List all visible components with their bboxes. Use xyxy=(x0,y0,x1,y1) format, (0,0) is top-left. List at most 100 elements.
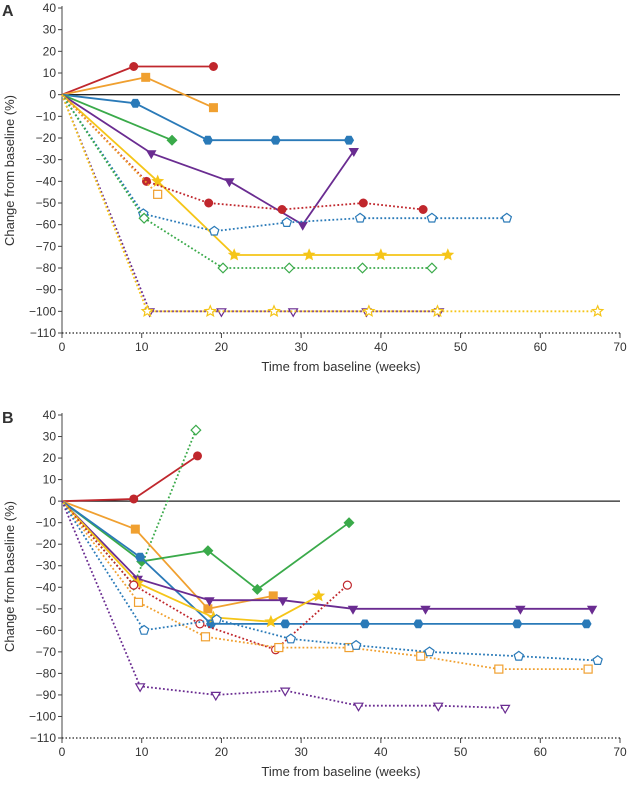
y-tick-label: 40 xyxy=(43,1,57,15)
y-tick-label: −40 xyxy=(36,174,57,188)
y-tick-label: −20 xyxy=(36,131,57,145)
series-B11 xyxy=(61,500,511,715)
y-tick-label: 0 xyxy=(49,494,56,508)
data-point xyxy=(130,524,140,534)
series-A6 xyxy=(61,94,455,261)
series-line xyxy=(61,500,587,625)
data-point xyxy=(441,248,455,261)
x-tick-label: 10 xyxy=(135,340,149,354)
y-tick-label: −90 xyxy=(36,688,57,702)
series-B5 xyxy=(61,500,592,629)
data-point xyxy=(202,135,213,145)
y-tick-label: −110 xyxy=(30,326,56,340)
y-axis-label: Change from baseline (%) xyxy=(2,95,17,246)
data-point xyxy=(195,619,205,629)
y-tick-label: −80 xyxy=(36,261,57,275)
x-tick-label: 60 xyxy=(534,340,548,354)
series-A5 xyxy=(61,93,359,231)
data-point xyxy=(583,664,593,674)
series-B2 xyxy=(61,424,202,591)
data-point xyxy=(270,135,281,145)
series-A4 xyxy=(61,93,178,146)
x-tick-label: 60 xyxy=(534,745,548,759)
data-point xyxy=(135,552,146,562)
x-tick-label: 30 xyxy=(294,340,308,354)
data-point xyxy=(430,304,445,318)
data-point xyxy=(138,624,150,635)
y-tick-label: −30 xyxy=(36,559,57,573)
data-point xyxy=(374,248,388,261)
series-A7 xyxy=(61,94,428,214)
data-point xyxy=(283,262,295,274)
data-point xyxy=(141,72,151,82)
data-point xyxy=(285,633,297,644)
y-tick-label: −110 xyxy=(30,731,56,745)
y-tick-label: −70 xyxy=(36,645,57,659)
data-point xyxy=(420,605,431,615)
series-line xyxy=(61,500,274,610)
data-point xyxy=(432,702,444,712)
series-line xyxy=(61,500,593,610)
data-point xyxy=(426,262,438,274)
data-point xyxy=(166,134,178,146)
data-point xyxy=(210,691,222,702)
series-line xyxy=(61,500,589,671)
data-point xyxy=(134,683,146,693)
series-A3 xyxy=(61,93,355,145)
data-point xyxy=(348,148,359,157)
data-point xyxy=(203,304,217,318)
data-point xyxy=(153,189,163,199)
data-point xyxy=(208,62,218,71)
data-point xyxy=(216,308,227,318)
series-B8 xyxy=(61,500,352,655)
data-point xyxy=(342,580,352,590)
series-A12 xyxy=(61,94,605,318)
data-point xyxy=(227,248,241,261)
data-point xyxy=(274,642,284,653)
data-point xyxy=(280,619,291,629)
data-point xyxy=(200,632,211,642)
data-point xyxy=(343,135,355,145)
y-axis-label: Change from baseline (%) xyxy=(2,501,17,652)
x-tick-label: 40 xyxy=(374,340,388,354)
x-tick-label: 10 xyxy=(135,745,149,759)
data-point xyxy=(264,614,278,628)
data-point xyxy=(193,451,203,461)
data-point xyxy=(494,664,504,674)
x-tick-label: 50 xyxy=(454,340,468,354)
data-point xyxy=(204,597,215,607)
data-point xyxy=(204,198,214,208)
chart-panel-b: B 40 30 20 10 0 −10 −20 −30 −40 −50 −60 −70 −80 −90 −10… xyxy=(2,408,627,779)
y-tick-label: −100 xyxy=(29,304,56,318)
data-point xyxy=(359,619,370,629)
y-tick-label: 20 xyxy=(43,451,57,465)
series-B1 xyxy=(61,451,203,504)
data-point xyxy=(129,62,139,71)
x-tick-label: 50 xyxy=(454,745,468,759)
data-point xyxy=(146,150,157,160)
y-tick-label: −30 xyxy=(36,153,57,167)
y-tick-label: 10 xyxy=(43,66,57,80)
data-point xyxy=(297,221,308,231)
data-point xyxy=(202,545,214,557)
data-point xyxy=(277,205,287,214)
data-point xyxy=(418,205,428,214)
panel-label: A xyxy=(2,3,14,20)
data-point xyxy=(277,597,288,607)
data-point xyxy=(592,654,603,665)
series-A10 xyxy=(61,94,438,274)
data-point xyxy=(267,304,281,318)
data-point xyxy=(130,98,141,108)
data-point xyxy=(129,580,139,590)
data-point xyxy=(268,591,278,601)
data-point xyxy=(356,262,369,274)
y-tick-label: 30 xyxy=(43,23,57,37)
data-point xyxy=(426,212,438,223)
x-tick-label: 40 xyxy=(374,745,388,759)
data-point xyxy=(140,304,154,318)
y-tick-label: −10 xyxy=(36,516,57,530)
data-point xyxy=(501,212,513,223)
y-tick-label: −50 xyxy=(36,196,57,210)
y-tick-label: 20 xyxy=(43,44,57,58)
data-point xyxy=(350,639,362,650)
